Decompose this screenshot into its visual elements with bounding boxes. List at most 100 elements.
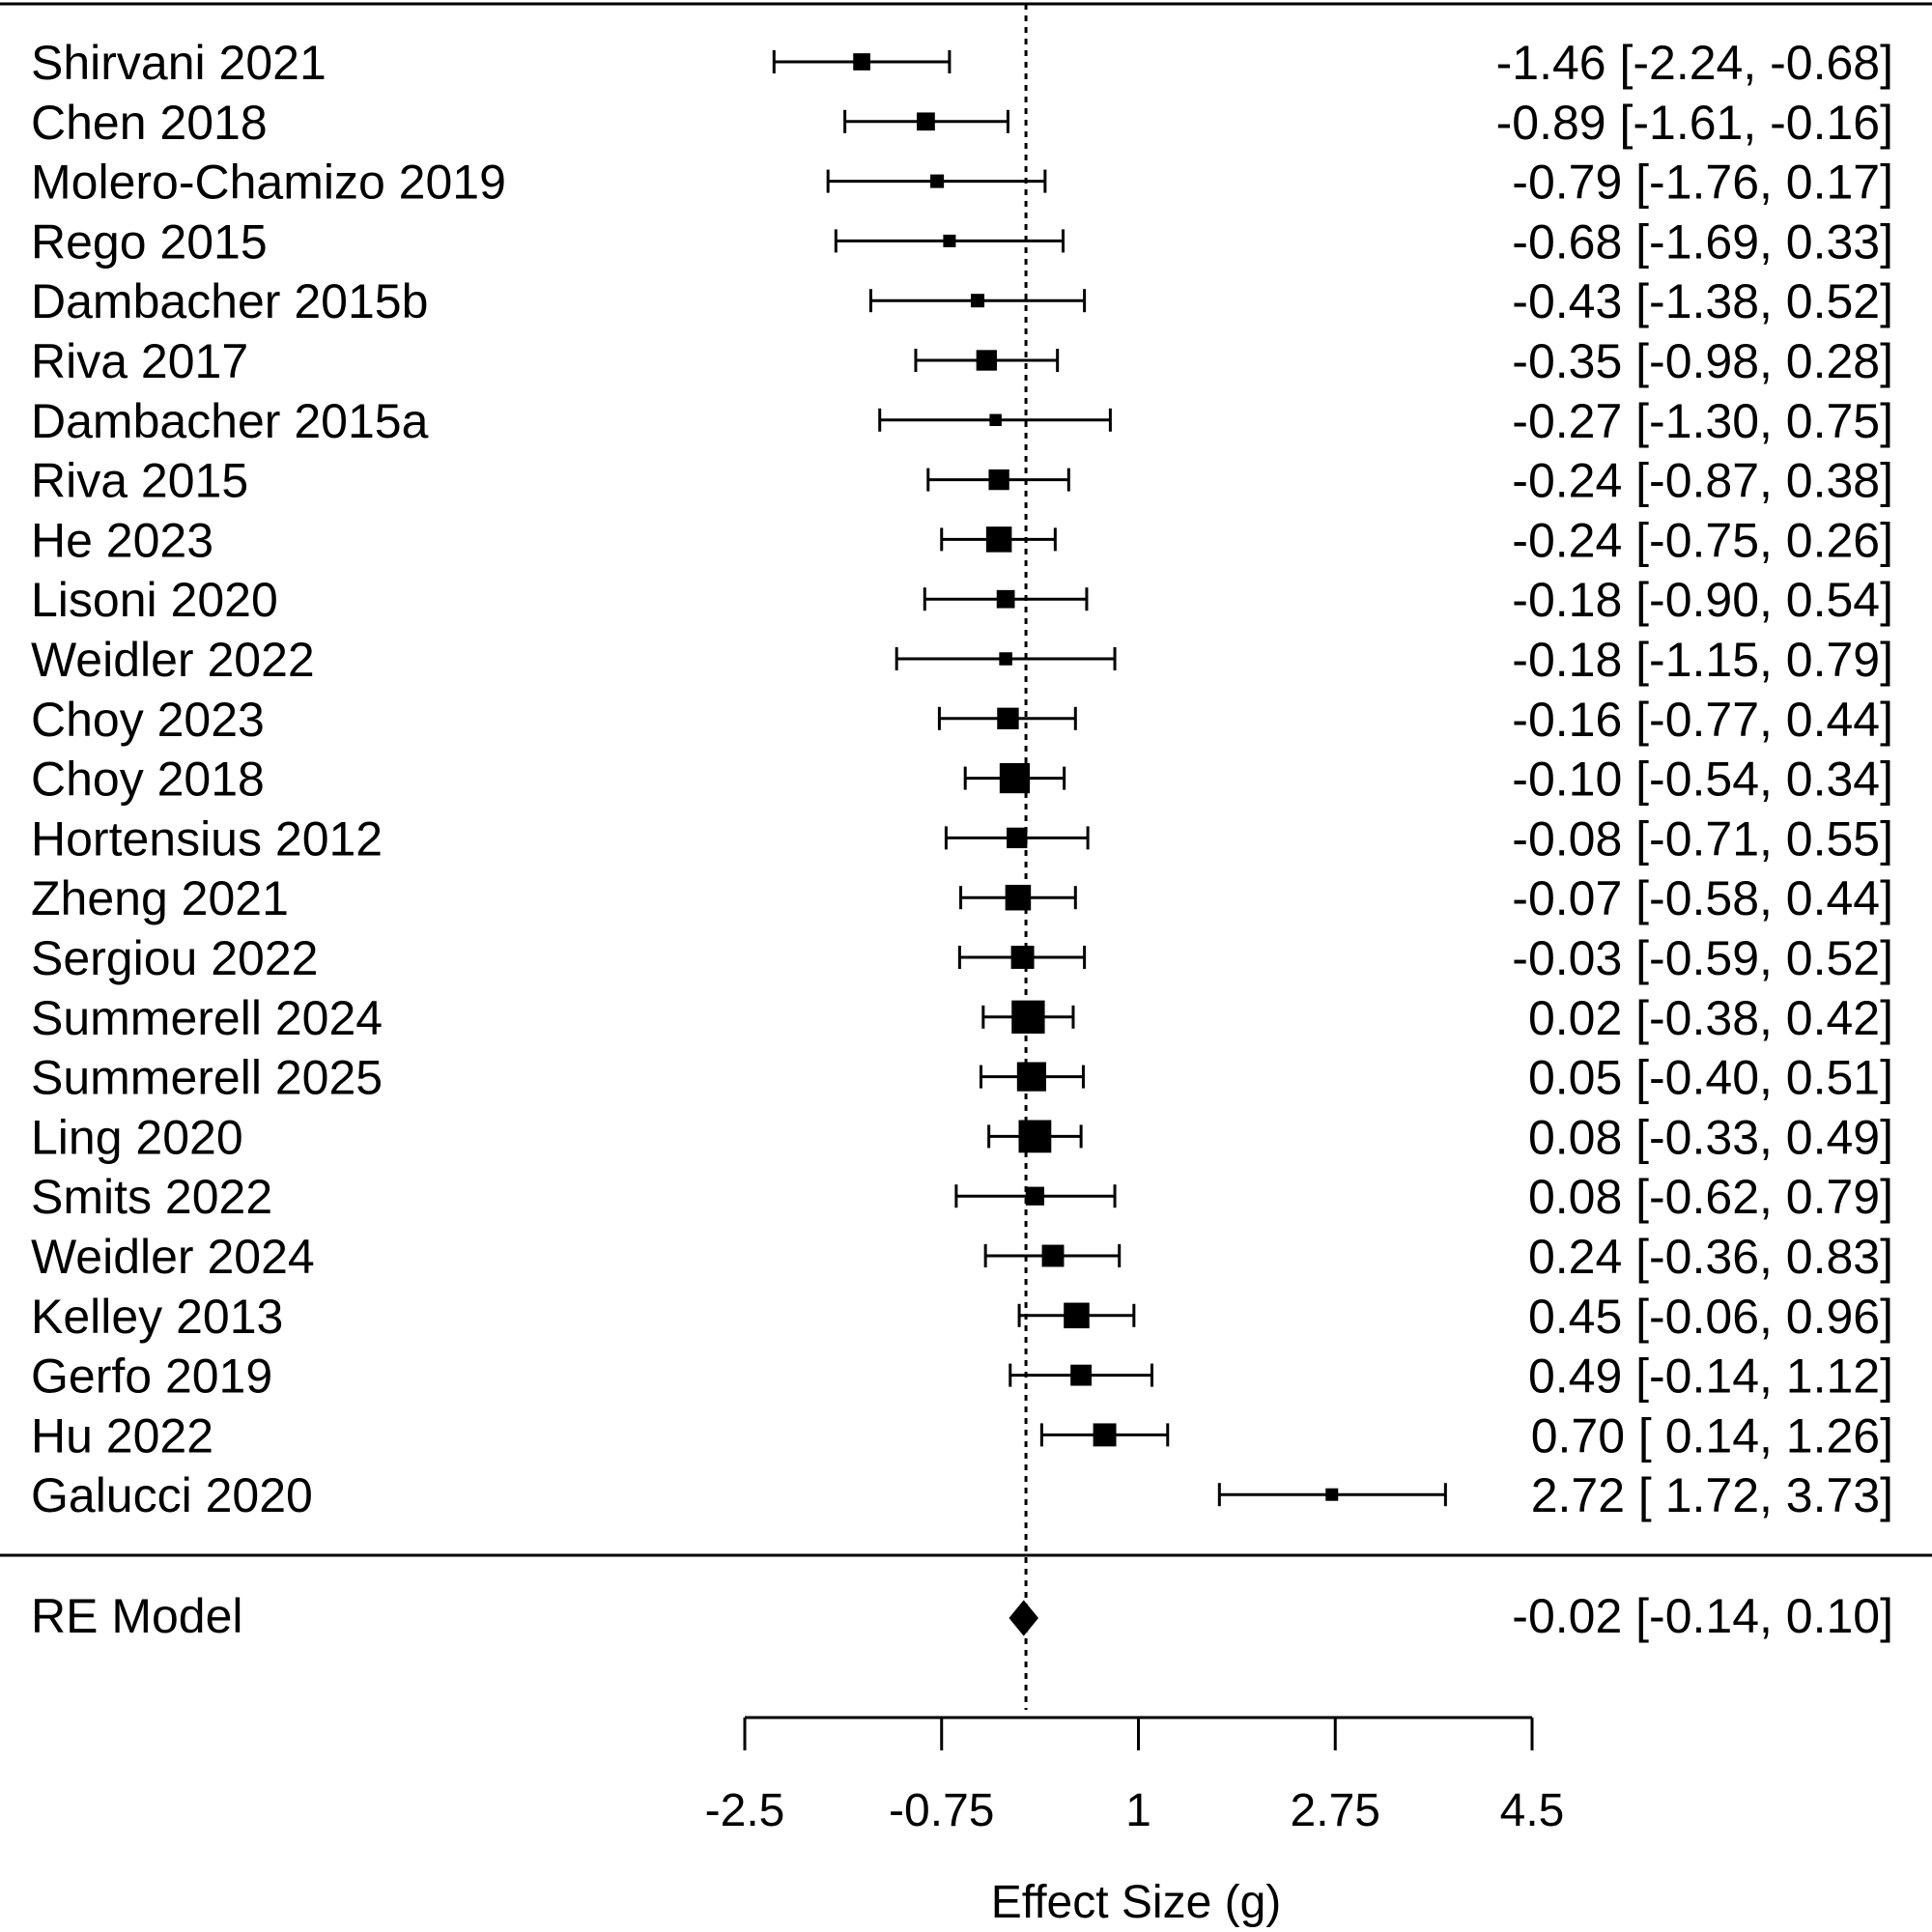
summary-row: RE Model -0.02 [-0.14, 0.10] [31,1589,1893,1643]
effect-point [943,234,956,247]
study-label: Weidler 2022 [31,633,315,687]
effect-point [976,350,997,371]
study-ci-text: 2.72 [ 1.72, 3.73] [1531,1468,1893,1522]
study-row: Hortensius 2012 -0.08 [-0.71, 0.55] [31,811,1893,866]
x-tick-label: 1 [1125,1785,1151,1836]
study-label: Shirvani 2021 [31,36,327,90]
x-tick-label: 2.75 [1291,1785,1380,1836]
study-label: He 2023 [31,513,213,567]
x-tick-label: -0.75 [889,1785,994,1836]
study-ci-text: -0.79 [-1.76, 0.17] [1512,156,1893,210]
study-row: Choy 2018 -0.10 [-0.54, 0.34] [31,753,1893,807]
study-row: He 2023 -0.24 [-0.75, 0.26] [31,513,1893,567]
study-ci-text: -0.68 [-1.69, 0.33] [1512,214,1893,269]
study-row: Rego 2015 -0.68 [-1.69, 0.33] [31,214,1893,269]
effect-point [985,526,1012,553]
study-label: Choy 2018 [31,753,265,807]
study-row: Summerell 2025 0.05 [-0.40, 0.51] [31,1051,1893,1105]
study-ci-text: -0.08 [-0.71, 0.55] [1512,811,1893,866]
study-label: Riva 2015 [31,454,248,508]
x-tick-label: 4.5 [1500,1785,1565,1836]
study-row: Riva 2015 -0.24 [-0.87, 0.38] [31,454,1893,508]
study-ci-text: 0.08 [-0.62, 0.79] [1528,1170,1893,1224]
study-row: Summerell 2024 0.02 [-0.38, 0.42] [31,991,1893,1045]
effect-point [996,589,1015,609]
study-row: Sergiou 2022 -0.03 [-0.59, 0.52] [31,931,1893,985]
effect-point [1064,1302,1090,1329]
study-rows: Shirvani 2021 -1.46 [-2.24, -0.68] Chen 20… [31,36,1893,1522]
effect-point [1041,1244,1065,1267]
study-ci-text: 0.70 [ 0.14, 1.26] [1531,1408,1893,1463]
study-label: Summerell 2024 [31,991,383,1045]
effect-point [1011,1000,1045,1034]
summary-diamond [1009,1600,1039,1636]
effect-point [997,707,1019,729]
study-row: Shirvani 2021 -1.46 [-2.24, -0.68] [31,36,1893,90]
effect-point [853,53,870,71]
study-ci-text: -0.03 [-0.59, 0.52] [1512,931,1893,985]
effect-point [999,763,1031,794]
effect-point [970,294,985,308]
effect-point [1093,1423,1117,1447]
study-ci-text: -0.27 [-1.30, 0.75] [1512,394,1893,448]
study-row: Kelley 2013 0.45 [-0.06, 0.96] [31,1290,1893,1344]
study-label: Kelley 2013 [31,1290,283,1344]
study-row: Zheng 2021 -0.07 [-0.58, 0.44] [31,871,1893,925]
study-ci-text: -0.24 [-0.75, 0.26] [1512,513,1893,567]
study-label: Lisoni 2020 [31,573,278,627]
study-row: Dambacher 2015a -0.27 [-1.30, 0.75] [31,394,1893,448]
study-row: Molero-Chamizo 2019 -0.79 [-1.76, 0.17] [31,156,1893,210]
study-ci-text: -1.46 [-2.24, -0.68] [1496,36,1893,90]
study-row: Gerfo 2019 0.49 [-0.14, 1.12] [31,1350,1893,1404]
study-ci-text: -0.18 [-0.90, 0.54] [1512,573,1893,627]
study-label: Dambacher 2015b [31,274,428,328]
study-ci-text: 0.45 [-0.06, 0.96] [1528,1290,1893,1344]
study-ci-text: 0.08 [-0.33, 0.49] [1528,1110,1893,1164]
study-label: Dambacher 2015a [31,394,429,448]
summary-ci-text: -0.02 [-0.14, 0.10] [1512,1589,1893,1643]
study-ci-text: 0.02 [-0.38, 0.42] [1528,991,1893,1045]
effect-point [1070,1364,1093,1386]
study-row: Ling 2020 0.08 [-0.33, 0.49] [31,1110,1893,1164]
study-row: Dambacher 2015b -0.43 [-1.38, 0.52] [31,274,1893,328]
study-ci-text: -0.35 [-0.98, 0.28] [1512,334,1893,388]
study-ci-text: -0.18 [-1.15, 0.79] [1512,633,1893,687]
effect-point [1025,1186,1045,1206]
study-label: Weidler 2024 [31,1230,315,1284]
study-label: Hu 2022 [31,1408,213,1463]
effect-point [930,174,945,188]
study-row: Smits 2022 0.08 [-0.62, 0.79] [31,1170,1893,1224]
study-ci-text: 0.49 [-0.14, 1.12] [1528,1350,1893,1404]
study-row: Chen 2018 -0.89 [-1.61, -0.16] [31,96,1893,150]
study-label: Riva 2017 [31,334,248,388]
effect-point [1007,827,1028,849]
study-row: Hu 2022 0.70 [ 0.14, 1.26] [31,1408,1893,1463]
study-row: Riva 2017 -0.35 [-0.98, 0.28] [31,334,1893,388]
effect-point [1016,1062,1046,1092]
study-row: Choy 2023 -0.16 [-0.77, 0.44] [31,693,1893,747]
x-tick-label: -2.5 [705,1785,785,1836]
study-ci-text: 0.24 [-0.36, 0.83] [1528,1230,1893,1284]
study-row: Weidler 2022 -0.18 [-1.15, 0.79] [31,633,1893,687]
study-ci-text: -0.89 [-1.61, -0.16] [1496,96,1893,150]
study-row: Weidler 2024 0.24 [-0.36, 0.83] [31,1230,1893,1284]
summary-label: RE Model [31,1589,243,1643]
effect-point [989,413,1002,427]
study-label: Molero-Chamizo 2019 [31,156,506,210]
study-row: Galucci 2020 2.72 [ 1.72, 3.73] [31,1468,1893,1522]
study-label: Ling 2020 [31,1110,243,1164]
study-row: Lisoni 2020 -0.18 [-0.90, 0.54] [31,573,1893,627]
study-label: Gerfo 2019 [31,1350,272,1404]
study-label: Summerell 2025 [31,1051,383,1105]
effect-point [917,112,935,131]
effect-point [1010,946,1035,969]
study-ci-text: -0.43 [-1.38, 0.52] [1512,274,1893,328]
effect-point [988,469,1009,491]
study-ci-text: -0.16 [-0.77, 0.44] [1512,693,1893,747]
study-label: Sergiou 2022 [31,931,318,985]
study-label: Choy 2023 [31,693,265,747]
study-ci-text: -0.24 [-0.87, 0.38] [1512,454,1893,508]
effect-point [1325,1488,1339,1501]
study-label: Rego 2015 [31,214,268,269]
